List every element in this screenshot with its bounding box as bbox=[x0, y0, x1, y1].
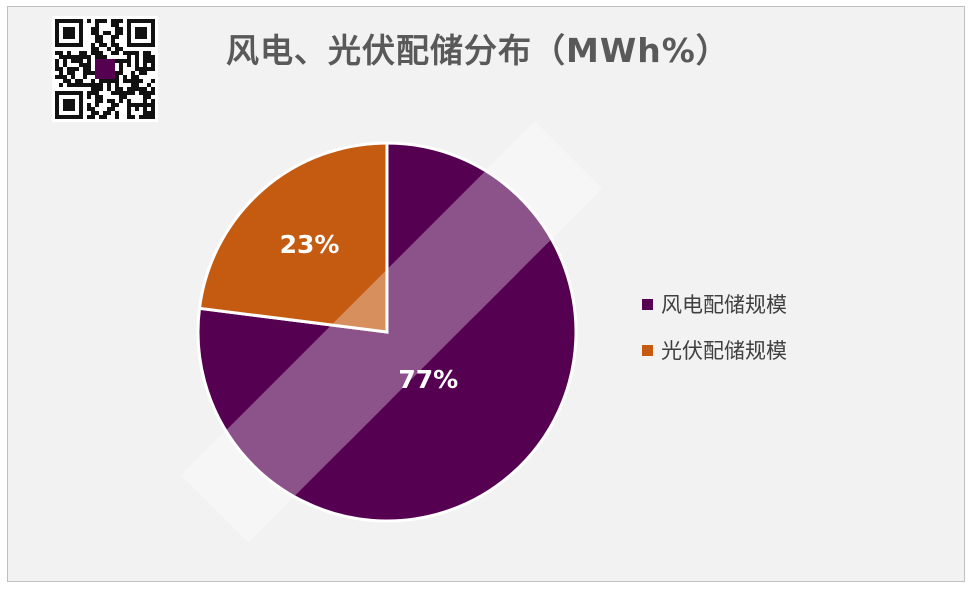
data-label-solar: 23% bbox=[280, 230, 340, 259]
legend-label-wind: 风电配储规模 bbox=[661, 293, 787, 317]
legend-swatch-solar bbox=[642, 344, 653, 356]
pie-slice-solar bbox=[197, 141, 389, 334]
legend-item-solar: 光伏配储规模 bbox=[642, 338, 787, 363]
legend: 风电配储规模 光伏配储规模 bbox=[642, 292, 787, 384]
legend-swatch-wind bbox=[642, 298, 653, 310]
legend-label-solar: 光伏配储规模 bbox=[661, 339, 787, 363]
qr-code bbox=[52, 16, 158, 122]
data-label-wind: 77% bbox=[398, 365, 458, 394]
legend-item-wind: 风电配储规模 bbox=[642, 292, 787, 317]
chart-title: 风电、光伏配储分布（MWh%） bbox=[226, 31, 730, 70]
